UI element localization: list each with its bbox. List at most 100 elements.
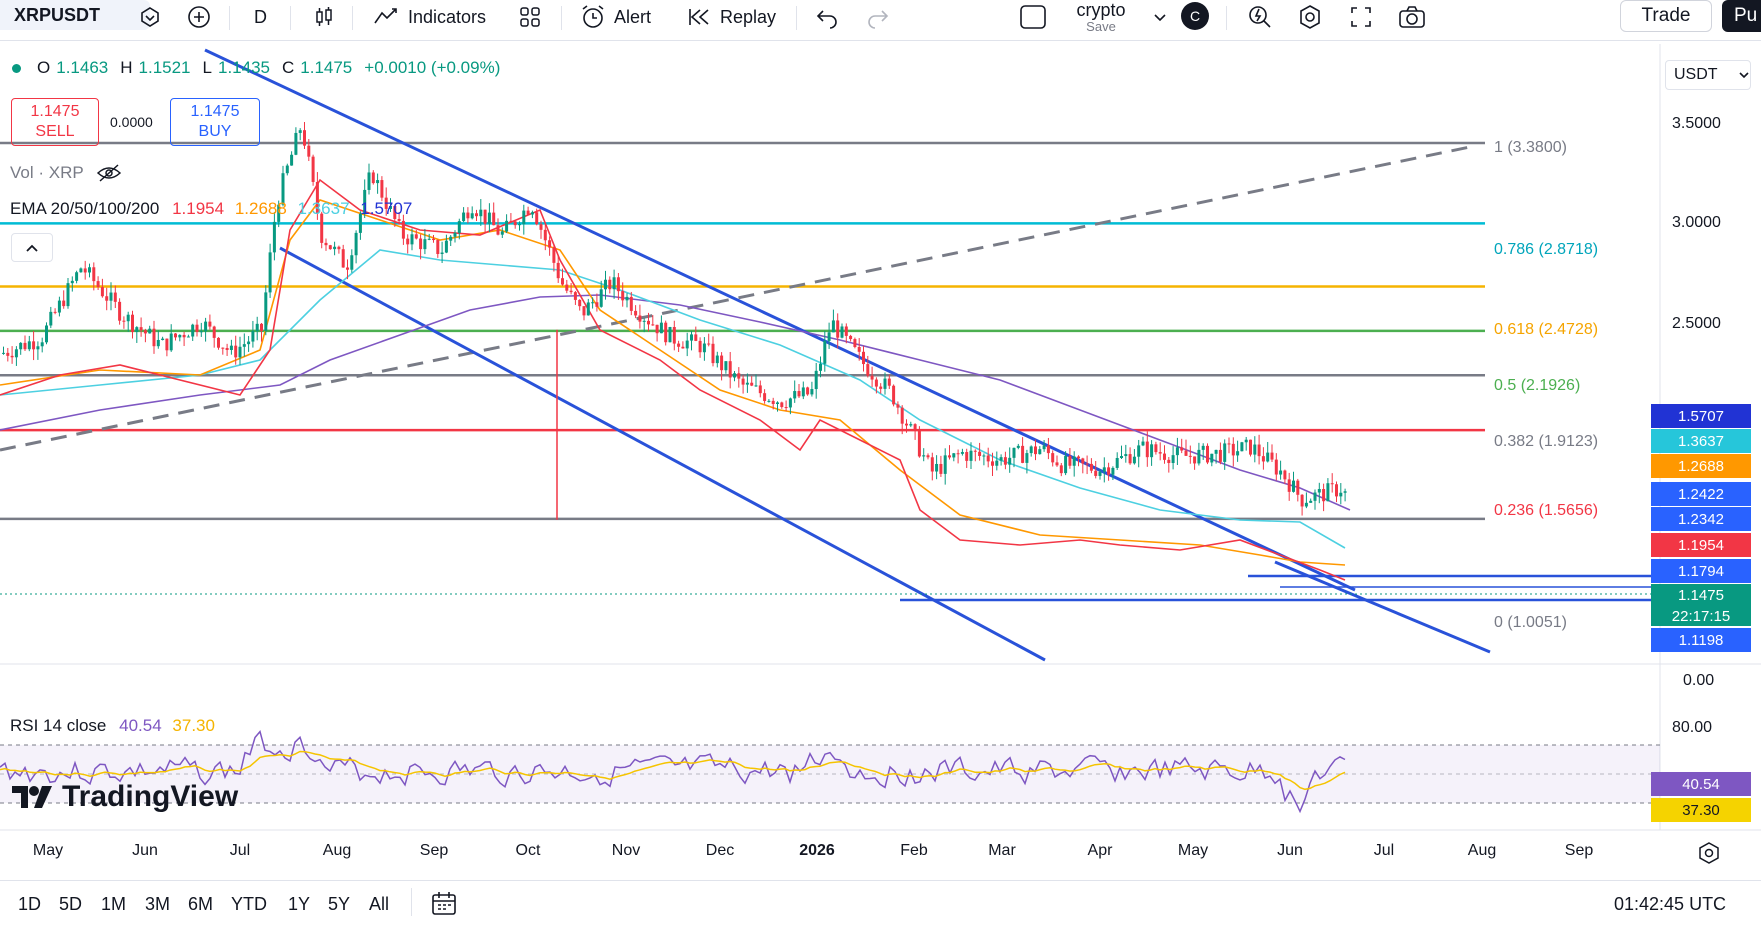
utc-clock[interactable]: 01:42:45 UTC	[1614, 894, 1727, 914]
range-button-5y[interactable]: 5Y	[328, 894, 351, 914]
time-axis-settings-icon[interactable]	[1697, 841, 1721, 870]
candle-body	[414, 234, 418, 239]
candle-body	[737, 373, 741, 379]
candle-body	[131, 314, 134, 332]
candle-body	[1034, 446, 1037, 455]
ema-legend[interactable]: EMA 20/50/100/200 1.1954 1.2688 1.3637 1…	[10, 199, 412, 219]
collapse-legend-button[interactable]	[11, 233, 53, 262]
templates-grid-icon[interactable]	[518, 0, 542, 34]
redo-icon[interactable]	[866, 0, 890, 34]
time-axis-label: Aug	[322, 842, 352, 859]
candle-body	[1270, 452, 1274, 460]
time-axis-label: Mar	[988, 842, 1016, 859]
layout-square-icon[interactable]	[1019, 0, 1047, 34]
candle-body	[1257, 444, 1261, 457]
quick-search-lightning-icon[interactable]	[1247, 0, 1273, 34]
candle-body	[1214, 449, 1218, 454]
candle-body	[36, 346, 40, 350]
candles-chart-type-icon[interactable]	[312, 0, 336, 34]
add-symbol-favorite-icon[interactable]	[138, 0, 162, 34]
spread-value: 0.0000	[110, 114, 153, 130]
ema20-line[interactable]	[0, 178, 1346, 581]
candle-body	[1244, 439, 1248, 443]
candle-body	[328, 245, 332, 250]
alert-button[interactable]: Alert	[580, 0, 651, 34]
candle-body	[358, 213, 362, 233]
currency-selector[interactable]: USDT	[1665, 60, 1751, 90]
volume-legend[interactable]: Vol · XRP	[10, 163, 122, 183]
interval-button[interactable]: D	[254, 0, 267, 34]
replay-button[interactable]: Replay	[686, 0, 776, 34]
candle-body	[655, 324, 659, 334]
candle-body	[376, 180, 380, 184]
ema200-line[interactable]	[0, 294, 1351, 511]
volume-legend-label: Vol · XRP	[10, 163, 84, 182]
candle-body	[621, 291, 625, 301]
range-button-5d[interactable]: 5D	[59, 894, 83, 914]
sell-button[interactable]: 1.1475 SELL	[11, 98, 99, 146]
candle-body	[397, 218, 401, 221]
fullscreen-icon[interactable]	[1349, 0, 1373, 34]
rsi-ma-line[interactable]	[0, 750, 1346, 791]
range-button-1m[interactable]: 1M	[101, 894, 127, 914]
candle-body	[758, 385, 762, 394]
undo-icon[interactable]	[815, 0, 839, 34]
channel-lower-line[interactable]	[279, 246, 1046, 662]
compare-add-icon[interactable]	[186, 0, 212, 34]
candle-body	[462, 212, 466, 222]
candle-body	[793, 391, 797, 399]
range-button-1y[interactable]: 1Y	[288, 894, 311, 914]
indicators-button[interactable]: Indicators	[372, 0, 486, 34]
candle-body	[199, 331, 203, 333]
candle-body	[715, 355, 719, 364]
candle-body	[1038, 449, 1042, 455]
candle-body	[2, 352, 5, 354]
avatar[interactable]: C	[1181, 2, 1209, 30]
ema200-price-tag: 1.5707	[1651, 404, 1751, 428]
buy-button[interactable]: 1.1475 BUY	[170, 98, 260, 146]
candle-body	[599, 289, 603, 307]
range-button-1d[interactable]: 1D	[18, 894, 42, 914]
rsi-legend[interactable]: RSI 14 close 40.54 37.30	[10, 716, 215, 736]
ema20-price-tag: 1.1954	[1651, 533, 1751, 557]
channel-upper-line[interactable]	[204, 48, 1356, 592]
calendar-goto-date-icon[interactable]	[430, 890, 458, 921]
candle-body	[40, 342, 44, 347]
candle-body	[883, 378, 887, 389]
time-axis-label: Oct	[515, 842, 541, 859]
candle-body	[831, 320, 835, 333]
ema50-line[interactable]	[0, 199, 1346, 566]
dashed-trendline[interactable]	[0, 145, 1471, 452]
candlesticks[interactable]	[2, 121, 1347, 520]
candle-body	[1180, 447, 1184, 451]
candle-body	[887, 378, 891, 386]
rsi-line[interactable]	[0, 730, 1346, 814]
candle-body	[247, 341, 251, 345]
publish-button[interactable]: Pu	[1722, 0, 1761, 32]
candle-body	[53, 311, 57, 313]
camera-snapshot-icon[interactable]	[1398, 0, 1426, 34]
candle-body	[1240, 442, 1244, 452]
close-value: 1.1475	[300, 58, 353, 77]
ema100-line[interactable]	[0, 249, 1346, 549]
candle-body	[535, 212, 539, 225]
symbol-search-button[interactable]: XRPUSDT	[0, 0, 150, 30]
candle-body	[608, 279, 612, 290]
layout-name-button[interactable]: crypto Save	[1068, 0, 1134, 34]
top-toolbar: XRPUSDT D Indicators Alert Replay crypto…	[0, 0, 1761, 41]
candle-body	[784, 407, 788, 409]
high-label: H	[120, 58, 133, 77]
candle-body	[1042, 445, 1046, 450]
trade-button[interactable]: Trade	[1620, 0, 1712, 32]
range-button-3m[interactable]: 3M	[145, 894, 171, 914]
candle-body	[797, 391, 801, 397]
range-button-all[interactable]: All	[369, 894, 390, 914]
candle-body	[118, 301, 122, 321]
chevron-down-icon[interactable]	[1152, 0, 1168, 34]
candle-body	[105, 296, 109, 301]
candle-body	[444, 240, 448, 253]
range-button-ytd[interactable]: YTD	[231, 894, 267, 914]
range-button-6m[interactable]: 6M	[188, 894, 214, 914]
settings-gear-icon[interactable]	[1297, 0, 1323, 34]
